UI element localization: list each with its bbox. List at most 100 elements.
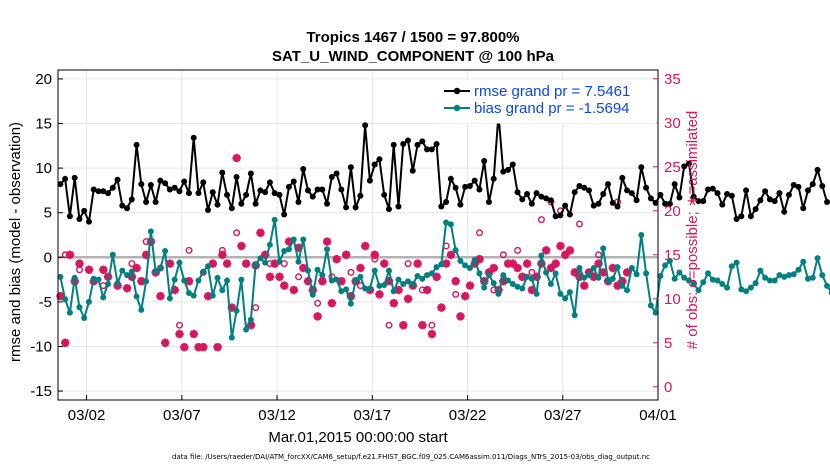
rmse-point: [347, 164, 354, 171]
bias-point: [719, 281, 726, 288]
y-right-tick-label: 10: [664, 291, 681, 308]
bias-point: [205, 263, 211, 270]
bias-point: [628, 265, 635, 271]
bias-point: [395, 276, 402, 283]
rmse-point: [76, 215, 83, 222]
rmse-point: [543, 195, 550, 202]
bias-point: [481, 284, 488, 291]
obs-assimilated-marker: [213, 343, 222, 352]
rmse-point: [414, 141, 421, 148]
rmse-point: [752, 206, 759, 213]
y-left-tick-label: 0: [44, 249, 52, 266]
obs-assimilated-marker: [289, 285, 299, 295]
bias-point: [324, 246, 331, 253]
bias-point: [733, 259, 740, 266]
rmse-point: [114, 176, 121, 183]
bias-point: [809, 274, 816, 281]
rmse-point: [138, 181, 145, 188]
rmse-point: [314, 186, 321, 193]
bias-point: [576, 265, 583, 271]
rmse-point: [662, 200, 669, 207]
bias-point: [319, 272, 326, 279]
obs-assimilated-marker: [399, 321, 408, 330]
rmse-point: [285, 183, 292, 190]
bias-point: [133, 293, 140, 300]
rmse-point: [709, 185, 716, 192]
rmse-point: [485, 199, 492, 205]
rmse-point: [195, 190, 202, 197]
rmse-point: [681, 163, 688, 170]
rmse-point: [228, 205, 235, 212]
y-left-tick-label: -5: [39, 294, 52, 311]
bias-point: [285, 246, 292, 253]
rmse-point: [152, 199, 159, 205]
rmse-point: [652, 199, 659, 206]
bias-point: [85, 298, 92, 305]
x-tick-label: 03/27: [544, 407, 582, 424]
obs-assimilated-marker: [175, 329, 184, 339]
obs-assimilated-marker: [441, 259, 451, 268]
rmse-point: [266, 179, 273, 186]
bias-point: [605, 277, 611, 284]
obs-possible-marker: [452, 290, 460, 298]
obs-assimilated-marker: [475, 255, 484, 264]
bias-point: [247, 316, 254, 323]
obs-assimilated-marker: [241, 259, 251, 268]
bias-point: [519, 285, 526, 292]
bias-point: [224, 277, 231, 284]
bias-point: [100, 294, 107, 301]
bias-point: [347, 300, 354, 307]
rmse-point: [71, 174, 78, 181]
bias-point: [585, 272, 592, 279]
rmse-point: [762, 188, 769, 195]
bias-point: [800, 258, 807, 265]
rmse-point: [352, 204, 359, 211]
bias-point: [309, 291, 316, 298]
bias-point: [157, 265, 164, 271]
bias-point: [381, 281, 388, 288]
obs-possible-marker: [76, 266, 84, 274]
bias-point: [705, 270, 711, 277]
bias-point: [276, 258, 283, 265]
bias-point: [457, 257, 464, 264]
rmse-point: [447, 175, 454, 182]
obs-assimilated-marker: [237, 241, 246, 251]
rmse-point: [300, 166, 307, 172]
bias-point: [500, 272, 507, 279]
bias-point: [171, 276, 178, 283]
bias-point: [690, 281, 697, 288]
bias-point: [328, 277, 335, 284]
bias-point: [681, 274, 688, 281]
rmse-point: [719, 201, 726, 208]
rmse-point: [438, 203, 445, 210]
x-tick-label: 03/17: [354, 407, 392, 424]
obs-possible-marker: [537, 216, 545, 224]
bias-point: [695, 287, 702, 294]
rmse-point: [624, 187, 631, 194]
bias-point: [266, 241, 273, 248]
obs-possible-marker: [176, 321, 184, 329]
obs-assimilated-marker: [432, 272, 441, 281]
bias-point: [652, 309, 659, 316]
obs-assimilated-marker: [389, 299, 399, 308]
rmse-point: [633, 197, 640, 204]
rmse-point: [471, 177, 478, 184]
obs-assimilated-marker: [61, 338, 70, 347]
bias-point: [805, 275, 811, 282]
bias-point: [728, 263, 735, 270]
bias-point: [452, 247, 459, 254]
x-tick-label: 03/07: [163, 407, 201, 424]
rmse-point: [338, 186, 345, 193]
bias-point: [119, 267, 126, 274]
bias-point: [424, 272, 431, 279]
rmse-point: [609, 199, 616, 206]
rmse-point: [481, 157, 488, 164]
obs-assimilated-marker: [465, 281, 475, 290]
bias-point: [300, 236, 307, 243]
rmse-point: [162, 180, 169, 187]
obs-assimilated-marker: [341, 250, 351, 259]
bias-point: [124, 272, 131, 279]
bias-point: [785, 272, 792, 279]
bias-point: [543, 269, 550, 276]
obs-possible-marker: [371, 255, 379, 263]
